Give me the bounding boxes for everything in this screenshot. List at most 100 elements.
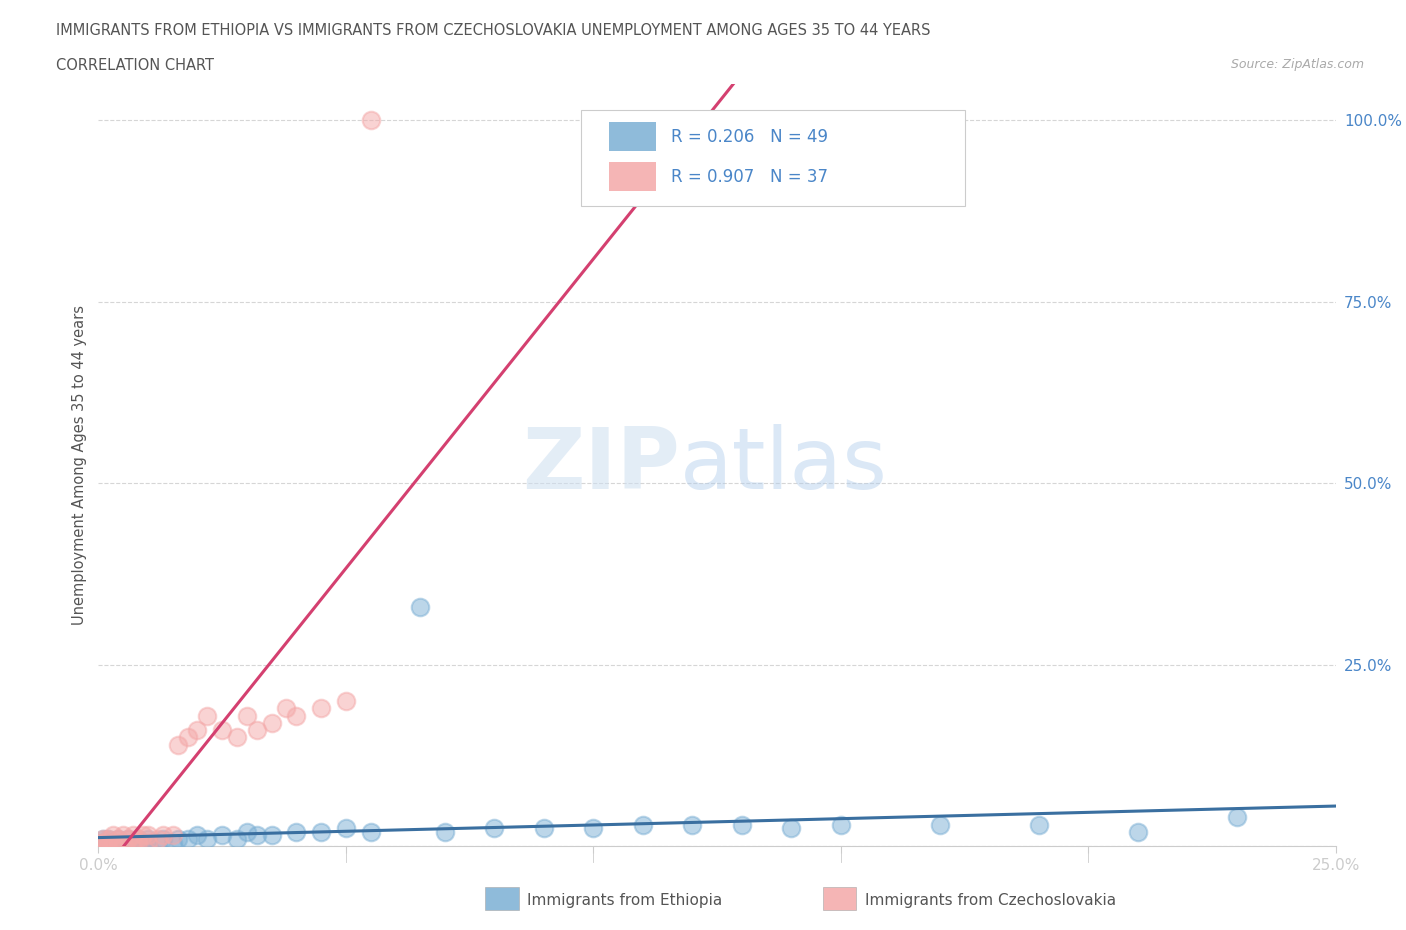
Point [582,820,605,835]
Point [97,831,120,846]
Point [166,831,188,846]
Point [631,817,654,832]
Point [211,723,233,737]
Point [87,835,110,850]
Point [260,715,283,730]
Point [117,839,139,854]
Point [112,835,135,850]
Point [146,831,169,846]
Point [780,820,803,835]
Point [152,828,174,843]
Point [830,817,852,832]
Point [127,839,149,854]
Point [681,817,703,832]
Point [409,599,432,614]
Point [928,817,950,832]
Point [107,831,129,846]
Y-axis label: Unemployment Among Ages 35 to 44 years: Unemployment Among Ages 35 to 44 years [72,305,87,625]
Point [117,831,139,846]
Bar [609,163,657,192]
Point [360,113,382,127]
Point [87,835,110,850]
Point [152,831,174,846]
Point [285,824,308,839]
Point [186,723,208,737]
Point [226,831,249,846]
Point [335,694,357,709]
Point [87,839,110,854]
Point [136,828,159,843]
Point [195,831,218,846]
Point [103,835,125,850]
Point [117,831,139,846]
Point [285,708,308,723]
Point [97,839,120,854]
Point [226,730,249,745]
Point [103,828,125,843]
Text: R = 0.907   N = 37: R = 0.907 N = 37 [671,168,828,186]
Point [236,708,259,723]
Point [1028,817,1050,832]
Point [276,701,298,716]
Point [433,824,456,839]
Point [166,737,188,752]
Point [1226,810,1249,825]
Point [309,701,332,716]
Point [103,839,125,854]
Point [176,831,198,846]
Text: IMMIGRANTS FROM ETHIOPIA VS IMMIGRANTS FROM CZECHOSLOVAKIA UNEMPLOYMENT AMONG AG: IMMIGRANTS FROM ETHIOPIA VS IMMIGRANTS F… [56,23,931,38]
Point [136,839,159,854]
Point [162,835,184,850]
Point [211,828,233,843]
Point [107,835,129,850]
Point [176,730,198,745]
FancyBboxPatch shape [581,111,965,206]
Bar [609,122,657,151]
Point [132,828,155,843]
Point [484,820,506,835]
Point [93,835,115,850]
Point [246,828,269,843]
Point [162,828,184,843]
Point [1126,824,1149,839]
Bar [823,887,856,910]
Point [87,839,110,854]
Point [246,723,269,737]
Point [533,820,555,835]
Point [112,835,135,850]
Point [127,831,149,846]
Point [309,824,332,839]
Point [122,835,145,850]
Text: ZIP: ZIP [522,423,681,507]
Point [107,831,129,846]
Point [136,835,159,850]
Point [731,817,754,832]
Bar [485,887,519,910]
Text: CORRELATION CHART: CORRELATION CHART [56,58,214,73]
Point [132,835,155,850]
Text: R = 0.206   N = 49: R = 0.206 N = 49 [671,127,828,146]
Point [97,835,120,850]
Point [186,828,208,843]
Point [97,831,120,846]
Point [103,835,125,850]
Point [112,839,135,854]
Point [93,831,115,846]
Point [112,828,135,843]
Point [195,708,218,723]
Text: atlas: atlas [681,423,889,507]
Point [146,835,169,850]
Point [236,824,259,839]
Point [122,835,145,850]
Point [136,831,159,846]
Point [335,820,357,835]
Point [93,831,115,846]
Point [127,831,149,846]
Point [122,828,145,843]
Text: Source: ZipAtlas.com: Source: ZipAtlas.com [1230,58,1364,71]
Text: Immigrants from Ethiopia: Immigrants from Ethiopia [527,893,723,908]
Point [260,828,283,843]
Point [360,824,382,839]
Point [93,839,115,854]
Text: Immigrants from Czechoslovakia: Immigrants from Czechoslovakia [865,893,1116,908]
